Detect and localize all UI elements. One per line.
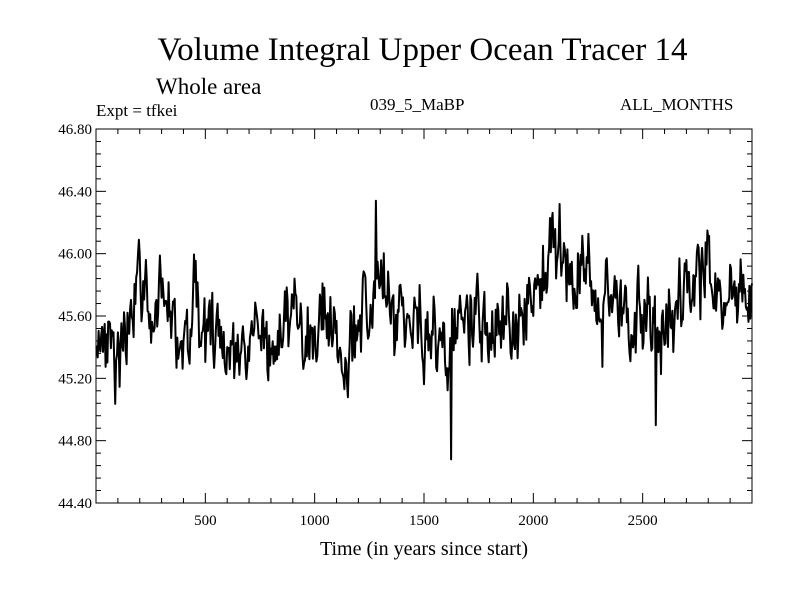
x-axis-label: Time (in years since start) <box>320 538 528 560</box>
series-line <box>95 199 753 461</box>
y-tick-label: 45.20 <box>58 371 92 387</box>
x-tick-label: 2000 <box>518 513 548 529</box>
chart-title: Volume Integral Upper Ocean Tracer 14 <box>157 32 688 68</box>
y-tick-label: 46.00 <box>58 247 92 263</box>
y-tick-label: 46.80 <box>58 122 92 138</box>
x-tick-label: 1500 <box>409 513 439 529</box>
experiment-label: Expt = tfkei <box>96 101 178 120</box>
y-tick-label: 45.60 <box>58 309 92 325</box>
period-label: ALL_MONTHS <box>620 95 734 114</box>
x-tick-label: 500 <box>194 513 217 529</box>
plot-frame <box>95 128 753 504</box>
y-tick-label: 44.40 <box>58 496 92 512</box>
tick-labels: 44.40 44.80 45.20 45.60 46.00 46.40 46.80 500 10… <box>58 122 657 529</box>
y-tick-label: 44.80 <box>58 434 92 450</box>
x-tick-label: 1000 <box>300 513 330 529</box>
run-id-label: 039_5_MaBP <box>370 95 465 114</box>
chart-subtitle: Whole area <box>156 74 262 99</box>
x-tick-label: 2500 <box>628 513 658 529</box>
y-tick-label: 46.40 <box>58 184 92 200</box>
